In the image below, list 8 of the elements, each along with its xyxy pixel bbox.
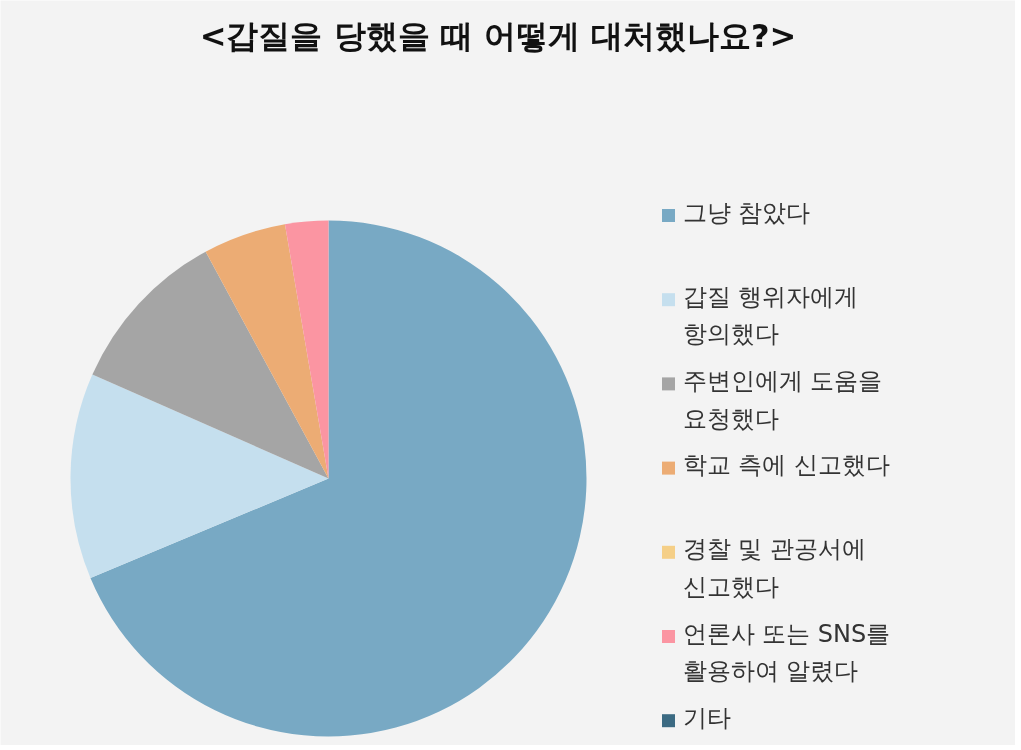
legend-label: 그냥 참았다: [682, 198, 811, 227]
legend-label: 기타: [682, 703, 731, 732]
legend-label: 학교 측에 신고했다: [682, 451, 890, 480]
legend-label: 갑질 행위자에게 항의했다: [682, 282, 859, 349]
legend-label: 경찰 및 관공서에 신고했다: [682, 535, 866, 602]
legend-label: 주변인에게 도움을 요청했다: [682, 366, 883, 433]
chart-title: <갑질을 당했을 때 어떻게 대처했나요?>: [199, 16, 797, 55]
legend-label: 언론사 또는 SNS를 활용하여 알렸다: [682, 619, 891, 686]
